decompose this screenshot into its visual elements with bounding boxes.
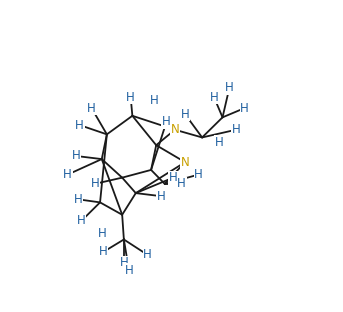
Text: H: H [72,149,81,163]
Text: H: H [225,81,234,95]
Text: N: N [170,123,179,136]
Text: H: H [232,123,240,136]
Text: N: N [181,156,189,169]
Text: H: H [240,102,249,115]
Text: H: H [162,115,171,129]
Text: H: H [194,168,203,181]
Text: H: H [75,119,84,132]
Text: H: H [97,227,106,240]
Text: H: H [177,177,186,190]
Text: H: H [157,190,166,203]
Text: H: H [126,91,135,104]
Text: H: H [63,168,72,181]
Text: H: H [125,264,133,277]
Text: H: H [77,214,86,227]
Text: H: H [169,171,178,184]
Text: H: H [181,108,189,121]
Text: H: H [91,177,99,190]
Text: H: H [87,102,96,115]
Text: H: H [215,136,224,149]
Text: H: H [73,193,82,206]
Text: H: H [143,248,152,261]
Text: H: H [150,94,159,107]
Text: H: H [119,256,128,269]
Text: H: H [99,245,108,258]
Text: H: H [210,91,218,104]
